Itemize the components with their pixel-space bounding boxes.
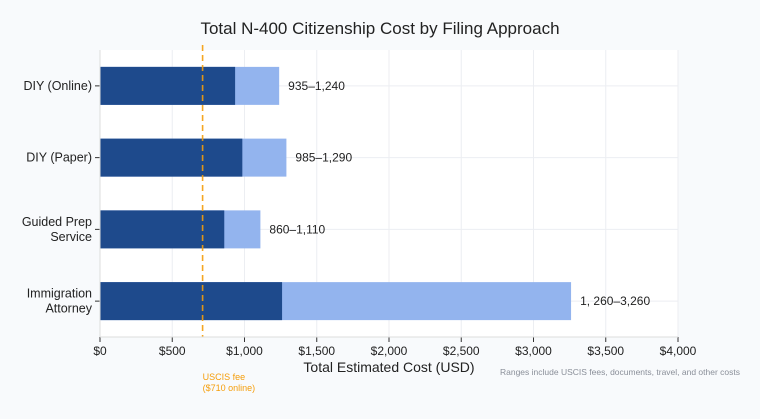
- y-tick-label: Immigration: [27, 287, 92, 301]
- x-tick-label: $3,500: [587, 344, 624, 358]
- y-tick-label: Guided Prep: [22, 215, 92, 229]
- reference-line-label: ($710 online): [203, 383, 256, 393]
- range-label: 1, 260–3,260: [580, 294, 650, 308]
- reference-line-label: USCIS fee: [203, 372, 246, 382]
- bar-low: [100, 138, 243, 177]
- x-tick-label: $500: [159, 344, 186, 358]
- x-tick-label: $3,000: [515, 344, 552, 358]
- bar-low: [100, 210, 225, 249]
- chart-title: Total N-400 Citizenship Cost by Filing A…: [200, 19, 559, 38]
- y-tick-label: DIY (Paper): [26, 151, 92, 165]
- y-tick-label: DIY (Online): [23, 79, 92, 93]
- range-label: 935–1,240: [288, 79, 345, 93]
- x-tick-label: $4,000: [660, 344, 697, 358]
- range-label: 985–1,290: [295, 151, 352, 165]
- x-axis-label: Total Estimated Cost (USD): [303, 359, 474, 375]
- y-tick-label: Service: [50, 230, 92, 244]
- range-label: 860–1,110: [269, 222, 325, 236]
- x-tick-label: $2,500: [443, 344, 480, 358]
- x-tick-label: $0: [93, 344, 107, 358]
- y-tick-label: Attorney: [45, 302, 92, 316]
- x-tick-label: $2,000: [371, 344, 408, 358]
- bar-low: [100, 66, 236, 105]
- footnote: Ranges include USCIS fees, documents, tr…: [500, 367, 740, 377]
- x-tick-label: $1,500: [298, 344, 335, 358]
- x-tick-label: $1,000: [226, 344, 263, 358]
- bar-low: [100, 282, 283, 321]
